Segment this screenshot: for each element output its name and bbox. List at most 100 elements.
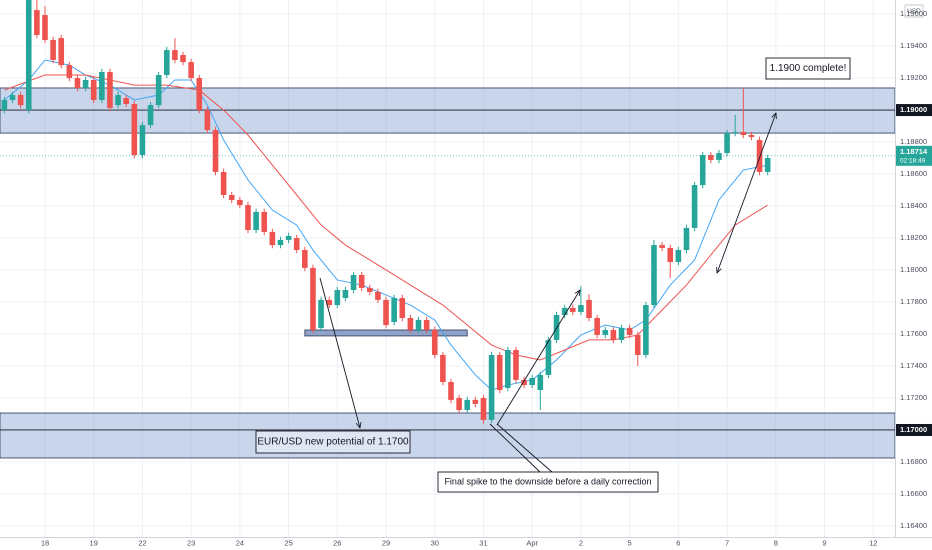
candle-body (699, 155, 706, 186)
candle-body (683, 227, 690, 251)
zone (304, 329, 468, 337)
candle-body (350, 274, 357, 291)
candle-body (34, 10, 40, 36)
annotation: Final spike to the downside before a dai… (437, 471, 659, 493)
currency: USD (907, 8, 921, 15)
x-tick-label: 9 (822, 538, 826, 547)
candle-body (25, 0, 32, 111)
x-tick-label: 8 (774, 538, 778, 547)
candle-body (537, 374, 544, 390)
x-tick-label: 31 (479, 538, 487, 547)
candle-body (188, 62, 194, 79)
candle-body (196, 78, 203, 111)
candle-body (659, 245, 665, 248)
candle-body (358, 274, 365, 288)
price-line-label: 1.17000 (900, 425, 927, 434)
x-tick-label: 30 (431, 538, 439, 547)
candle-body (740, 131, 747, 136)
x-tick-label: 29 (382, 538, 390, 547)
last-price-label: 1.18714 (900, 147, 928, 156)
annotation-box (437, 471, 659, 493)
annotation-text: EUR/USD new potential of 1.1700 (257, 437, 409, 448)
x-tick-label: 22 (138, 538, 146, 547)
candle-body (261, 211, 268, 232)
candle-body (50, 39, 56, 60)
candle-body (545, 339, 552, 375)
annotation-text: Final spike to the downside before a dai… (444, 476, 651, 486)
candle-body (586, 299, 592, 319)
candle-body (204, 110, 211, 131)
candle-body (163, 50, 170, 76)
candle-body (212, 130, 219, 172)
candle-body (285, 235, 292, 240)
candle-body (618, 327, 625, 340)
candle-body (74, 78, 81, 88)
candle-body (99, 71, 105, 100)
candle-body (334, 290, 341, 306)
callout-line (496, 423, 553, 473)
x-tick-label: 5 (628, 538, 632, 547)
x-tick-label: 12 (869, 538, 877, 547)
candle-body (180, 55, 186, 63)
candle-body (139, 125, 146, 156)
x-tick-label: 2 (579, 538, 583, 547)
candle-body (375, 291, 381, 300)
candle-body (472, 399, 479, 404)
candle-body (480, 397, 487, 420)
y-tick-label: 1.19200 (900, 73, 927, 82)
arrow (496, 290, 580, 426)
candle-body (366, 287, 373, 292)
countdown: 02:18:49 (900, 158, 926, 165)
x-tick-label: 6 (676, 538, 680, 547)
x-tick-label: 25 (284, 538, 292, 547)
x-tick-label: 23 (187, 538, 195, 547)
candle-body (651, 245, 657, 306)
candle-body (423, 319, 430, 331)
candle-body (561, 307, 568, 315)
candle-body (42, 15, 48, 40)
candle-body (269, 231, 276, 246)
candle-body (342, 290, 349, 299)
y-tick-label: 1.18200 (900, 233, 927, 242)
candle-body (253, 211, 259, 231)
candle-body (634, 334, 641, 355)
candle-body (578, 305, 584, 312)
candle-body (147, 105, 154, 126)
candle-body (602, 330, 609, 335)
candle-body (155, 75, 162, 106)
annotation: 1.1900 complete! (765, 57, 851, 80)
candle-body (245, 205, 251, 231)
annotation-text: 1.1900 complete! (770, 63, 847, 74)
candle-body (407, 318, 414, 331)
candle-body (115, 95, 121, 106)
candle-body (724, 133, 730, 154)
candle-body (643, 305, 649, 355)
candle-body (415, 319, 422, 331)
x-tick-label: 19 (90, 538, 98, 547)
candle-body (529, 377, 535, 386)
x-tick-label: 24 (236, 538, 244, 547)
candle-body (277, 239, 284, 246)
callout-line (489, 423, 541, 473)
y-tick-label: 1.18600 (900, 169, 927, 178)
candle-body (58, 38, 65, 66)
candle-body (107, 71, 113, 108)
candle-body (293, 238, 300, 251)
candle-body (521, 379, 527, 386)
candle-body (220, 171, 227, 195)
candle-body (488, 354, 495, 420)
candle-body (228, 194, 235, 200)
x-tick-label: Apr (526, 538, 538, 547)
y-tick-label: 1.19600 (900, 9, 927, 18)
candle-body (17, 95, 24, 106)
candle-body (708, 155, 714, 160)
price-line-box (896, 104, 932, 117)
candle-body (440, 354, 446, 382)
y-tick-label: 1.16600 (900, 489, 927, 498)
candle-body (610, 330, 617, 340)
candle-body (464, 399, 471, 410)
candle-body (302, 250, 308, 268)
